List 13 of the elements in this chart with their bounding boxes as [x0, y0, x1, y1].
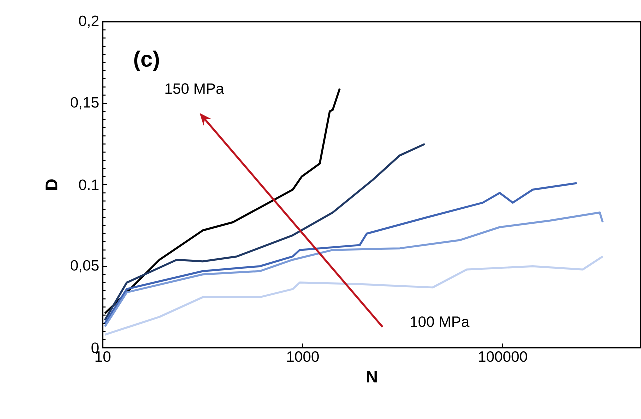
x-tick-label: 10: [96, 352, 111, 362]
x-tick-label: 1000: [288, 352, 320, 362]
x-tick-label: 100000: [479, 352, 528, 362]
annotation: 150 MPa: [166, 84, 224, 94]
x-axis-title: N: [367, 370, 377, 383]
annotation: (c): [134, 50, 160, 72]
y-axis-title: D: [46, 180, 58, 190]
annotation: 100 MPa: [411, 316, 470, 328]
y-tick-label: 0,2: [79, 16, 99, 28]
y-tick-label: 0: [92, 342, 99, 354]
y-tick-label: 0,15: [70, 97, 99, 110]
y-tick-label: 0.1: [79, 180, 99, 190]
y-tick-label: 0,05: [70, 260, 99, 273]
